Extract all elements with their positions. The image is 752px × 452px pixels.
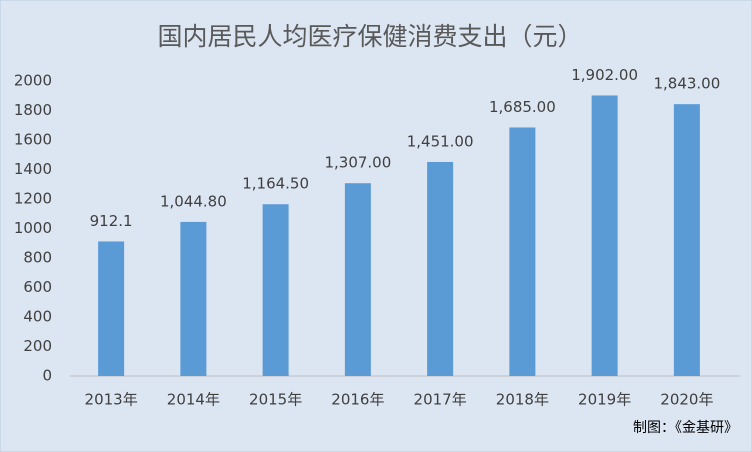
x-tick-label: 2014年 — [167, 391, 220, 409]
source-note: 制图：《金基研》 — [633, 419, 738, 436]
x-tick-label: 2015年 — [249, 391, 302, 409]
value-label: 912.1 — [90, 212, 133, 230]
y-tick-label: 600 — [23, 278, 52, 296]
bar — [427, 161, 454, 376]
chart-title: 国内居民人均医疗保健消费支出（元） — [157, 22, 582, 51]
y-tick-label: 2000 — [14, 72, 52, 90]
y-tick-label: 1000 — [14, 219, 52, 237]
bar — [509, 127, 536, 377]
bar — [98, 241, 125, 376]
bar — [673, 104, 700, 376]
x-tick-label: 2017年 — [414, 391, 467, 409]
bar — [591, 95, 618, 376]
bar — [262, 204, 289, 376]
y-tick-label: 400 — [23, 308, 52, 326]
y-tick-label: 1800 — [14, 101, 52, 119]
value-label: 1,902.00 — [571, 66, 638, 84]
x-tick-label: 2019年 — [578, 391, 631, 409]
value-label: 1,164.50 — [242, 175, 309, 193]
x-tick-label: 2018年 — [496, 391, 549, 409]
value-label: 1,843.00 — [653, 75, 720, 93]
bar — [180, 221, 207, 376]
y-tick-label: 1200 — [14, 190, 52, 208]
bar — [344, 183, 371, 376]
y-tick-label: 800 — [23, 249, 52, 267]
x-tick-label: 2013年 — [85, 391, 138, 409]
y-tick-label: 1600 — [14, 131, 52, 149]
x-tick-label: 2020年 — [660, 391, 713, 409]
y-tick-label: 1400 — [14, 160, 52, 178]
value-label: 1,307.00 — [324, 154, 391, 172]
y-tick-label: 200 — [23, 337, 52, 355]
value-label: 1,685.00 — [489, 98, 556, 116]
value-label: 1,044.80 — [160, 192, 227, 210]
x-tick-label: 2016年 — [331, 391, 384, 409]
y-tick-label: 0 — [42, 367, 52, 385]
value-label: 1,451.00 — [407, 132, 474, 150]
